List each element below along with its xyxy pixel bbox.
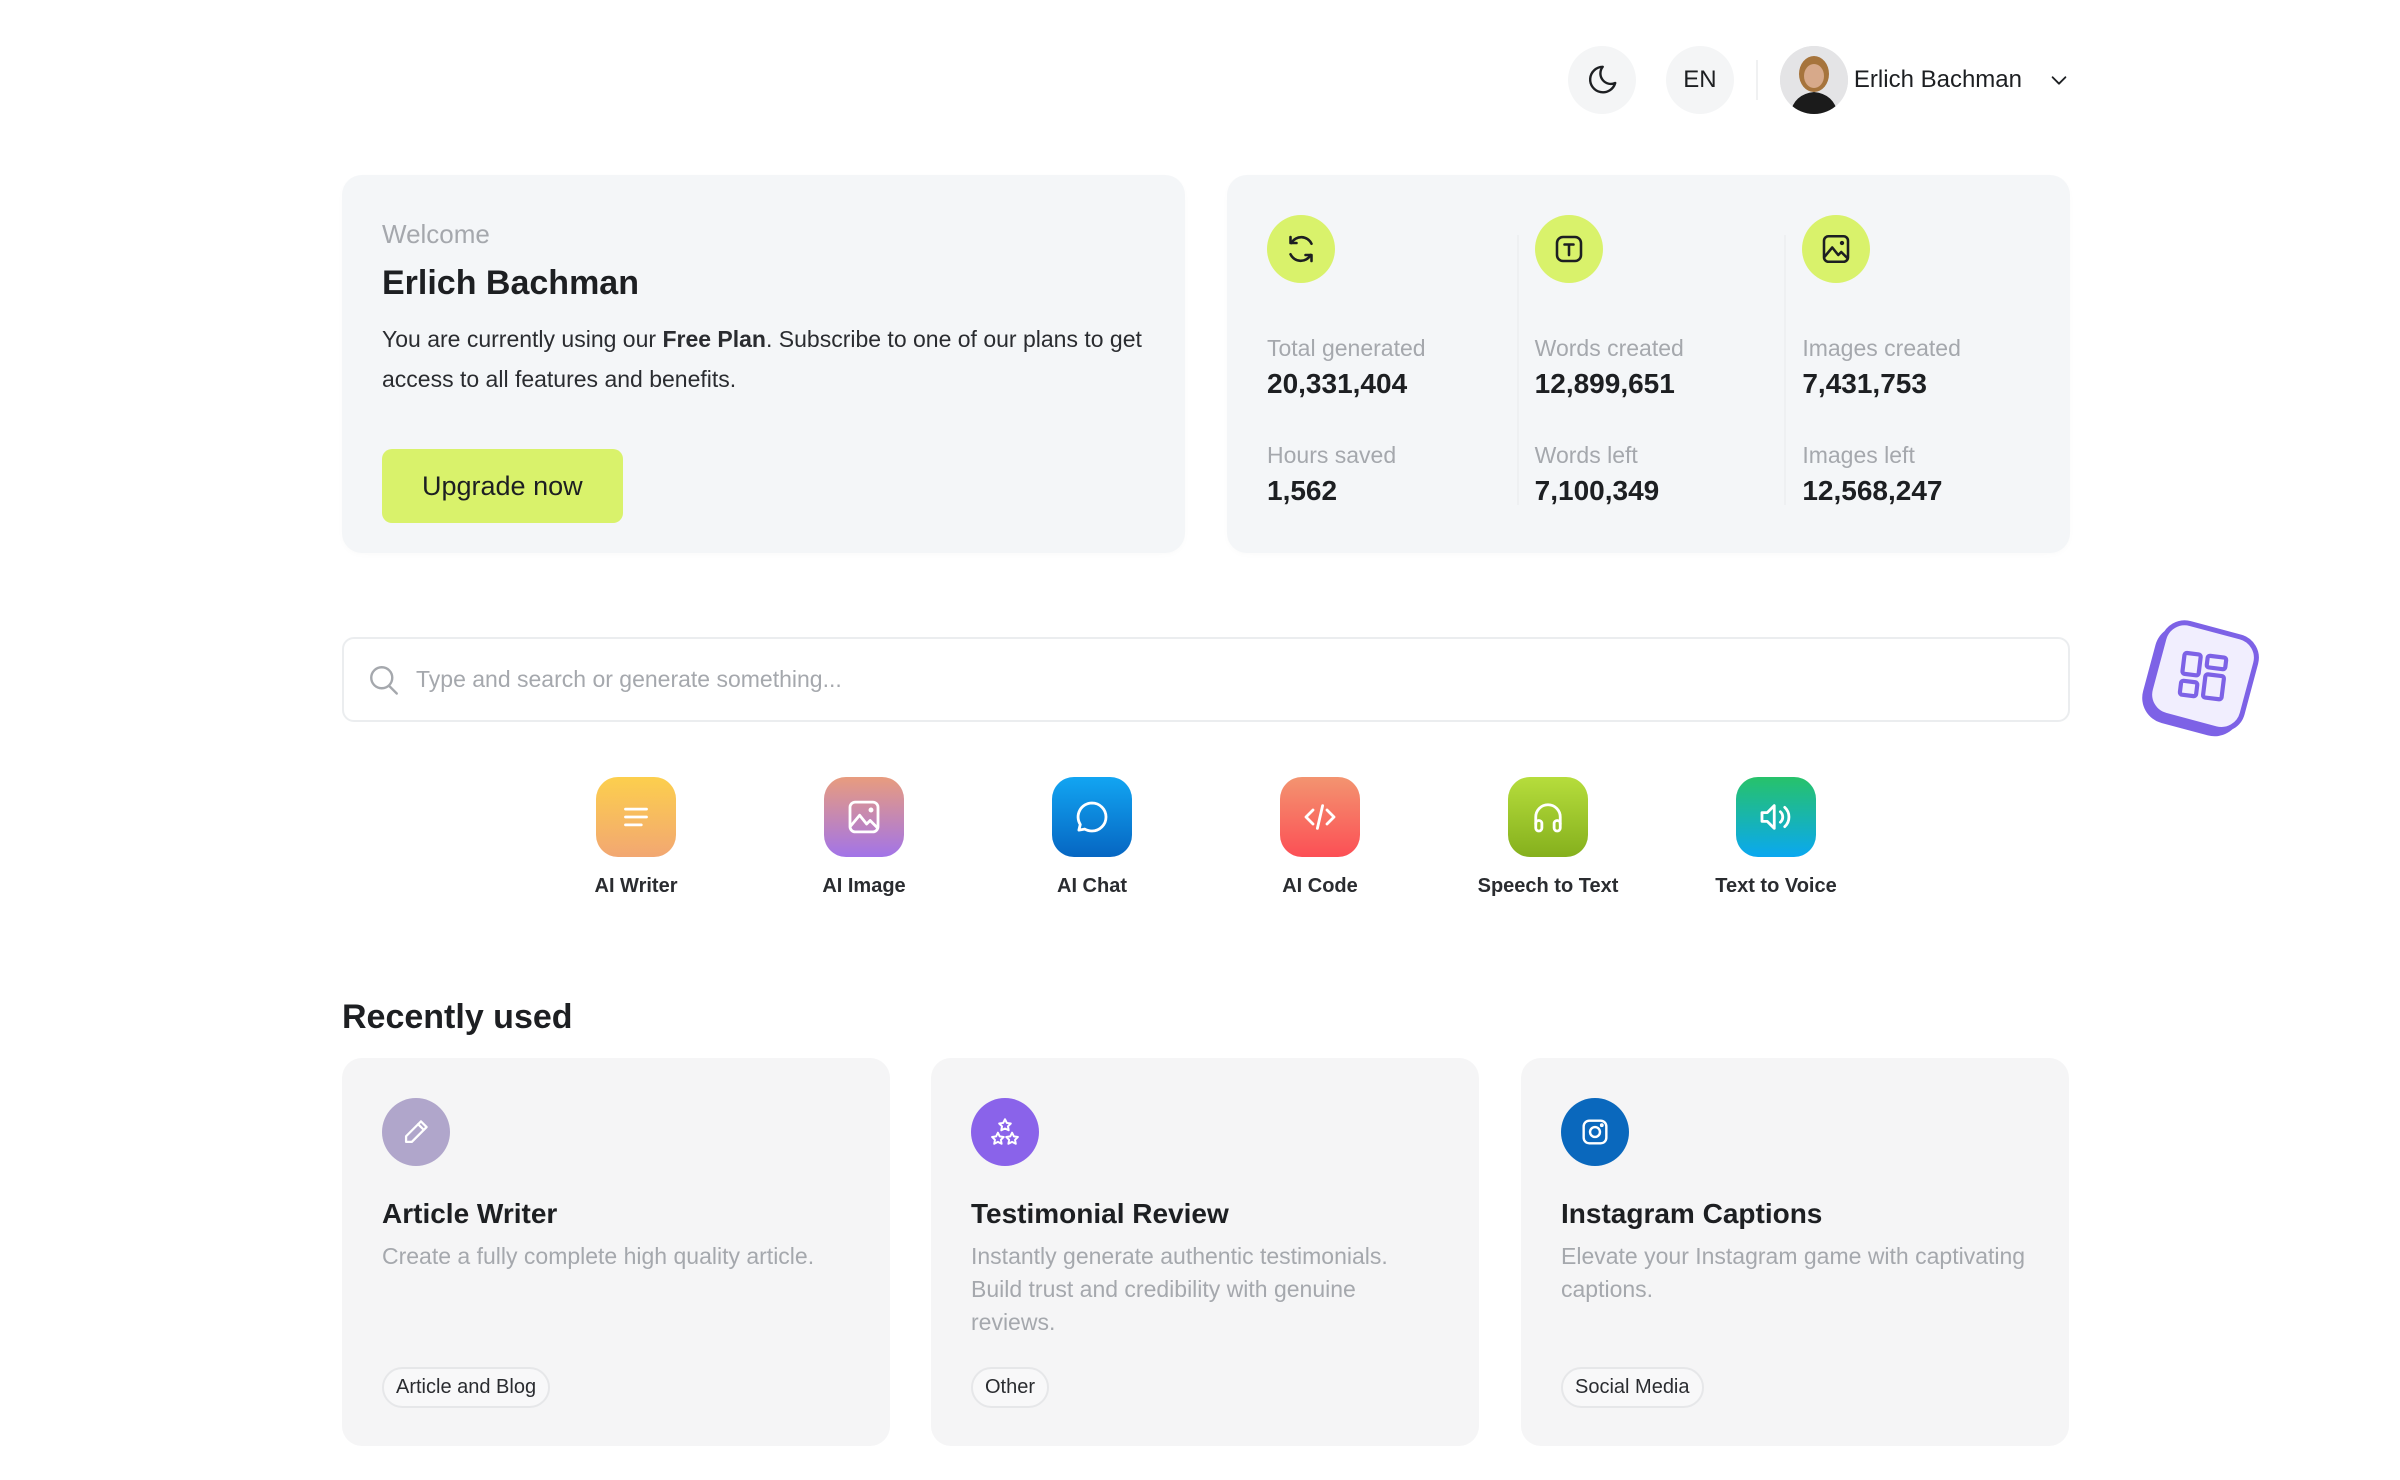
tool-label: Speech to Text xyxy=(1477,875,1619,897)
language-label: EN xyxy=(1683,66,1717,93)
rcard-icon-bg xyxy=(382,1098,450,1166)
tool-label: Text to Voice xyxy=(1715,875,1837,897)
stars-icon xyxy=(991,1118,1019,1145)
tool-label: AI Chat xyxy=(1057,875,1127,897)
moon-icon xyxy=(1588,65,1617,94)
tool-text-to-voice[interactable]: Text to Voice xyxy=(1676,777,1876,898)
stat-value: 7,100,349 xyxy=(1534,475,1660,506)
stat-label: Words left xyxy=(1534,442,1638,468)
rcard-description: Create a fully complete high quality art… xyxy=(382,1243,815,1269)
category-tag: Social Media xyxy=(1561,1367,1704,1408)
search-bar[interactable] xyxy=(342,637,2070,722)
recent-card-article-writer[interactable]: Article Writer Create a fully complete h… xyxy=(342,1058,890,1446)
speaker-icon xyxy=(1760,804,1791,830)
image-icon xyxy=(848,800,880,834)
stat-label: Images created xyxy=(1802,335,1961,361)
header-divider xyxy=(1755,60,1758,100)
plan-name: Free Plan xyxy=(662,326,766,352)
apps-grid-button[interactable] xyxy=(2136,614,2268,746)
tool-ai-image[interactable]: AI Image xyxy=(764,777,964,898)
user-menu[interactable]: Erlich Bachman xyxy=(1779,46,2070,114)
rcard-title: Testimonial Review xyxy=(971,1198,1229,1229)
rcard-icon-bg xyxy=(971,1098,1039,1166)
stat-value: 1,562 xyxy=(1267,475,1338,506)
tool-ai-chat[interactable]: AI Chat xyxy=(992,777,1192,898)
stat-value: 12,899,651 xyxy=(1534,368,1675,399)
rcard-title: Article Writer xyxy=(382,1198,558,1229)
recent-card-instagram-captions[interactable]: Instagram Captions Elevate your Instagra… xyxy=(1521,1058,2069,1446)
stat-label: Words created xyxy=(1534,335,1684,361)
headphones-icon xyxy=(1534,803,1562,833)
avatar xyxy=(1779,46,1848,114)
code-icon xyxy=(1304,804,1336,830)
rcard-description: Elevate your Instagram game with captiva… xyxy=(1561,1243,2026,1302)
stat-label: Hours saved xyxy=(1267,442,1397,468)
stat-column-words: Words created 12,899,651 Words left 7,10… xyxy=(1516,215,1803,553)
stat-column-images: Images created 7,431,753 Images left 12,… xyxy=(1784,215,2070,553)
tool-icon-bg xyxy=(1280,777,1360,857)
rcard-icon-bg xyxy=(1561,1098,1629,1166)
rcard-description: Instantly generate authentic testimonial… xyxy=(971,1243,1388,1335)
plan-description: You are currently using our Free Plan. S… xyxy=(382,326,1142,392)
stat-value: 7,431,753 xyxy=(1802,368,1927,399)
tool-icon-bg xyxy=(824,777,904,857)
tool-icon-bg xyxy=(1736,777,1816,857)
tool-label: AI Image xyxy=(822,875,906,897)
stat-column-total: Total generated 20,331,404 Hours saved 1… xyxy=(1267,215,1535,553)
search-icon xyxy=(370,665,398,695)
tool-label: AI Code xyxy=(1282,875,1358,897)
refresh-icon xyxy=(1267,215,1335,283)
chevron-down-icon xyxy=(2048,69,2070,91)
welcome-user-name: Erlich Bachman xyxy=(382,264,639,302)
tool-label: AI Writer xyxy=(594,875,678,897)
chat-bubble-icon xyxy=(1076,801,1108,833)
quick-tools: AI Writer AI Image AI Chat AI Code Speec… xyxy=(0,777,2400,907)
stat-label: Images left xyxy=(1802,442,1915,468)
tool-icon-bg xyxy=(1508,777,1588,857)
tool-ai-writer[interactable]: AI Writer xyxy=(536,777,736,898)
search-input[interactable] xyxy=(416,666,2068,693)
language-button[interactable]: EN xyxy=(1665,46,1734,114)
usage-stats-card: Total generated 20,331,404 Hours saved 1… xyxy=(1227,175,2070,553)
stat-label: Total generated xyxy=(1267,335,1426,361)
user-name: Erlich Bachman xyxy=(1853,66,2022,93)
upgrade-now-button[interactable]: Upgrade now xyxy=(382,449,623,523)
recently-used-heading: Recently used xyxy=(342,998,573,1036)
pencil-icon xyxy=(404,1120,428,1144)
category-tag: Article and Blog xyxy=(382,1367,551,1408)
theme-toggle-button[interactable] xyxy=(1567,46,1636,114)
tool-speech-to-text[interactable]: Speech to Text xyxy=(1448,777,1648,898)
welcome-label: Welcome xyxy=(382,219,490,249)
top-header: EN Erlich Bachman xyxy=(1567,46,2070,114)
stat-value: 12,568,247 xyxy=(1802,475,1943,506)
rcard-title: Instagram Captions xyxy=(1561,1198,1823,1229)
instagram-icon xyxy=(1582,1119,1608,1145)
category-tag: Other xyxy=(971,1367,1050,1408)
grid-icon xyxy=(2177,650,2229,702)
lines-icon xyxy=(624,807,648,827)
text-icon xyxy=(1534,215,1603,283)
welcome-card: Welcome Erlich Bachman You are currently… xyxy=(342,175,1185,553)
recent-card-testimonial-review[interactable]: Testimonial Review Instantly generate au… xyxy=(931,1058,1479,1446)
tool-ai-code[interactable]: AI Code xyxy=(1220,777,1420,898)
image-icon xyxy=(1802,215,1871,283)
tool-icon-bg xyxy=(596,777,676,857)
tool-icon-bg xyxy=(1052,777,1132,857)
stat-value: 20,331,404 xyxy=(1267,368,1408,399)
